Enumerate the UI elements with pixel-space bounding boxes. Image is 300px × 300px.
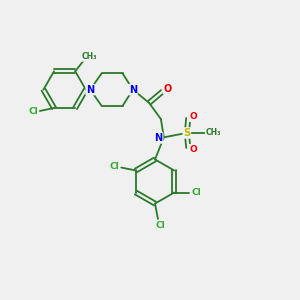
Text: S: S	[183, 128, 190, 138]
Text: N: N	[129, 85, 137, 94]
Text: O: O	[190, 112, 197, 121]
Text: N: N	[154, 133, 163, 143]
Text: Cl: Cl	[110, 162, 120, 171]
Text: O: O	[190, 145, 197, 154]
Text: CH₃: CH₃	[82, 52, 97, 61]
Text: Cl: Cl	[191, 188, 201, 197]
Text: N: N	[86, 85, 94, 94]
Text: O: O	[164, 84, 172, 94]
Text: CH₃: CH₃	[206, 128, 221, 137]
Text: Cl: Cl	[28, 107, 38, 116]
Text: Cl: Cl	[155, 221, 165, 230]
